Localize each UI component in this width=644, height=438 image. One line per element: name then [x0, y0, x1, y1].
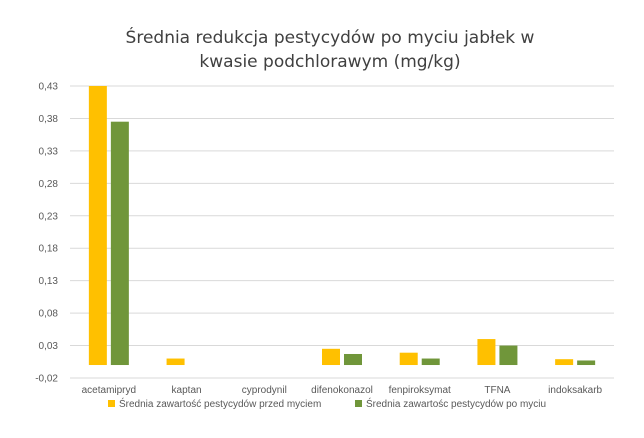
bar-difenokonazol-series-2 — [344, 353, 362, 366]
chart-title: Średnia redukcja pestycydów po myciu jab… — [125, 28, 535, 72]
bar-indoksakarb-series-1 — [555, 359, 574, 366]
x-category-label: kaptan — [172, 385, 202, 396]
y-tick-label: 0,33 — [39, 146, 59, 157]
bar-kaptan-series-1 — [166, 358, 185, 366]
y-tick-label: 0,13 — [39, 276, 59, 287]
y-axis-ticks: -0,02 0,03 0,08 0,13 0,18 0,23 0,28 0,33 0,38 0,4… — [35, 82, 58, 385]
bar-TFNA-series-2 — [499, 345, 518, 366]
legend-label: Średnia zawartość pestycydów przed mycie… — [119, 397, 321, 410]
bars — [88, 86, 596, 366]
bar-fenpiroksymat-series-2 — [421, 358, 440, 366]
bar-acetamipryd-series-1 — [88, 86, 107, 366]
legend-label: Średnia zawartośc pestycydów po myciu — [366, 397, 546, 410]
y-tick-label: 0,23 — [39, 211, 59, 222]
x-category-label: cyprodynil — [242, 385, 287, 396]
legend: Średnia zawartość pestycydów przed mycie… — [108, 397, 546, 410]
bar-acetamipryd-series-2 — [110, 121, 129, 366]
bar-TFNA-series-1 — [477, 339, 496, 366]
legend-swatch — [355, 400, 362, 407]
x-category-label: difenokonazol — [311, 385, 373, 396]
y-tick-label: 0,18 — [39, 244, 59, 255]
x-category-label: acetamipryd — [82, 385, 136, 396]
y-tick-label: 0,03 — [39, 341, 59, 352]
bar-difenokonazol-series-1 — [322, 348, 340, 366]
x-axis-categories: acetamipryd kaptan cyprodynil difenokonazol… — [82, 385, 603, 396]
gridlines — [70, 85, 614, 379]
legend-swatch — [108, 400, 115, 407]
y-tick-label: 0,38 — [39, 114, 59, 125]
x-category-label: fenpiroksymat — [389, 385, 451, 396]
bar-fenpiroksymat-series-1 — [399, 352, 418, 366]
y-tick-label: 0,28 — [39, 179, 59, 190]
bar-indoksakarb-series-2 — [577, 360, 596, 366]
x-category-label: TFNA — [484, 385, 510, 396]
y-tick-label: 0,43 — [39, 82, 59, 93]
x-category-label: indoksakarb — [548, 385, 602, 396]
y-tick-label: -0,02 — [35, 374, 58, 385]
y-tick-label: 0,08 — [39, 309, 59, 320]
